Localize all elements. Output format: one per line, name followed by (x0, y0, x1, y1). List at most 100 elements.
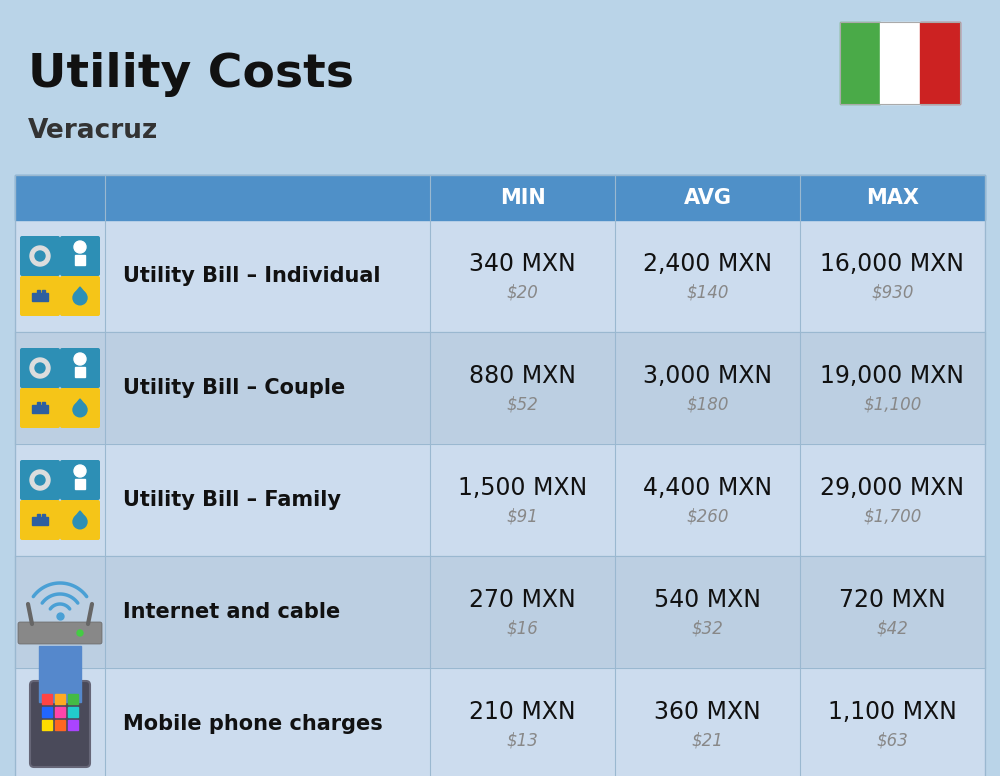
FancyArrow shape (75, 255, 85, 265)
Circle shape (73, 291, 87, 305)
Text: $63: $63 (877, 731, 908, 749)
Circle shape (30, 358, 50, 378)
FancyBboxPatch shape (20, 348, 60, 388)
Bar (15, 220, 985, 332)
Text: 1,500 MXN: 1,500 MXN (458, 476, 587, 500)
Text: $32: $32 (692, 619, 723, 637)
Bar (15, 668, 985, 776)
Polygon shape (75, 511, 85, 517)
FancyBboxPatch shape (20, 460, 60, 500)
Bar (42, 290, 45, 296)
Text: $260: $260 (686, 507, 729, 525)
FancyBboxPatch shape (60, 500, 100, 540)
Bar (55, 720, 65, 730)
Bar (39, 646, 81, 702)
Bar (55, 707, 65, 717)
Text: 880 MXN: 880 MXN (469, 364, 576, 388)
Text: 3,000 MXN: 3,000 MXN (643, 364, 772, 388)
Bar (32, 518, 48, 525)
Circle shape (35, 475, 45, 485)
Text: Mobile phone charges: Mobile phone charges (123, 714, 383, 734)
Text: $21: $21 (692, 731, 723, 749)
Bar (32, 293, 48, 301)
Bar (37, 514, 40, 520)
Bar (42, 707, 52, 717)
Circle shape (74, 353, 86, 365)
Text: 4,400 MXN: 4,400 MXN (643, 476, 772, 500)
Polygon shape (75, 287, 85, 293)
Circle shape (74, 465, 86, 477)
Text: $91: $91 (507, 507, 538, 525)
Text: $42: $42 (877, 619, 908, 637)
Bar (37, 290, 40, 296)
Text: 2,400 MXN: 2,400 MXN (643, 252, 772, 276)
Bar (15, 444, 985, 556)
Text: MIN: MIN (500, 188, 545, 207)
FancyArrow shape (75, 367, 85, 377)
Text: Veracruz: Veracruz (28, 118, 158, 144)
Text: $52: $52 (507, 395, 538, 413)
Circle shape (74, 241, 86, 253)
Text: 210 MXN: 210 MXN (469, 700, 576, 724)
Circle shape (30, 470, 50, 490)
Circle shape (35, 251, 45, 261)
Bar (37, 402, 40, 408)
Text: Utility Bill – Family: Utility Bill – Family (123, 490, 341, 510)
Text: 16,000 MXN: 16,000 MXN (820, 252, 964, 276)
Text: Utility Costs: Utility Costs (28, 52, 354, 97)
Bar (15, 175, 985, 776)
Text: $930: $930 (871, 283, 914, 301)
Circle shape (77, 630, 83, 636)
FancyBboxPatch shape (20, 500, 60, 540)
Bar (55, 694, 65, 704)
Text: $20: $20 (507, 283, 538, 301)
Text: $13: $13 (507, 731, 538, 749)
Bar (42, 694, 52, 704)
Bar (68, 694, 78, 704)
Text: $16: $16 (507, 619, 538, 637)
Bar (15, 556, 985, 668)
Circle shape (35, 363, 45, 373)
Text: $180: $180 (686, 395, 729, 413)
Bar (42, 514, 45, 520)
FancyArrow shape (75, 480, 85, 490)
Bar (32, 405, 48, 414)
Text: 19,000 MXN: 19,000 MXN (820, 364, 964, 388)
Circle shape (73, 403, 87, 417)
FancyBboxPatch shape (20, 236, 60, 276)
FancyBboxPatch shape (20, 276, 60, 316)
Bar (68, 720, 78, 730)
Circle shape (73, 514, 87, 528)
FancyBboxPatch shape (18, 622, 102, 644)
FancyBboxPatch shape (20, 388, 60, 428)
Circle shape (30, 246, 50, 266)
Text: AVG: AVG (684, 188, 732, 207)
Bar (15, 332, 985, 444)
Text: 360 MXN: 360 MXN (654, 700, 761, 724)
Bar (42, 402, 45, 408)
Bar (880, 22, 920, 104)
Text: $1,700: $1,700 (863, 507, 922, 525)
FancyBboxPatch shape (60, 388, 100, 428)
FancyBboxPatch shape (60, 460, 100, 500)
Bar (920, 22, 960, 104)
Text: 720 MXN: 720 MXN (839, 588, 946, 612)
Bar (42, 720, 52, 730)
FancyBboxPatch shape (60, 348, 100, 388)
Bar (840, 22, 880, 104)
FancyBboxPatch shape (60, 276, 100, 316)
FancyBboxPatch shape (30, 681, 90, 767)
Text: Internet and cable: Internet and cable (123, 602, 340, 622)
Text: $1,100: $1,100 (863, 395, 922, 413)
Bar (68, 707, 78, 717)
Bar (840, 22, 960, 104)
Bar (15, 175, 985, 220)
FancyBboxPatch shape (60, 236, 100, 276)
Text: Utility Bill – Individual: Utility Bill – Individual (123, 266, 380, 286)
Polygon shape (75, 399, 85, 405)
Text: MAX: MAX (866, 188, 919, 207)
Text: 540 MXN: 540 MXN (654, 588, 761, 612)
Text: 1,100 MXN: 1,100 MXN (828, 700, 957, 724)
Text: Utility Bill – Couple: Utility Bill – Couple (123, 378, 345, 398)
Text: 29,000 MXN: 29,000 MXN (820, 476, 965, 500)
